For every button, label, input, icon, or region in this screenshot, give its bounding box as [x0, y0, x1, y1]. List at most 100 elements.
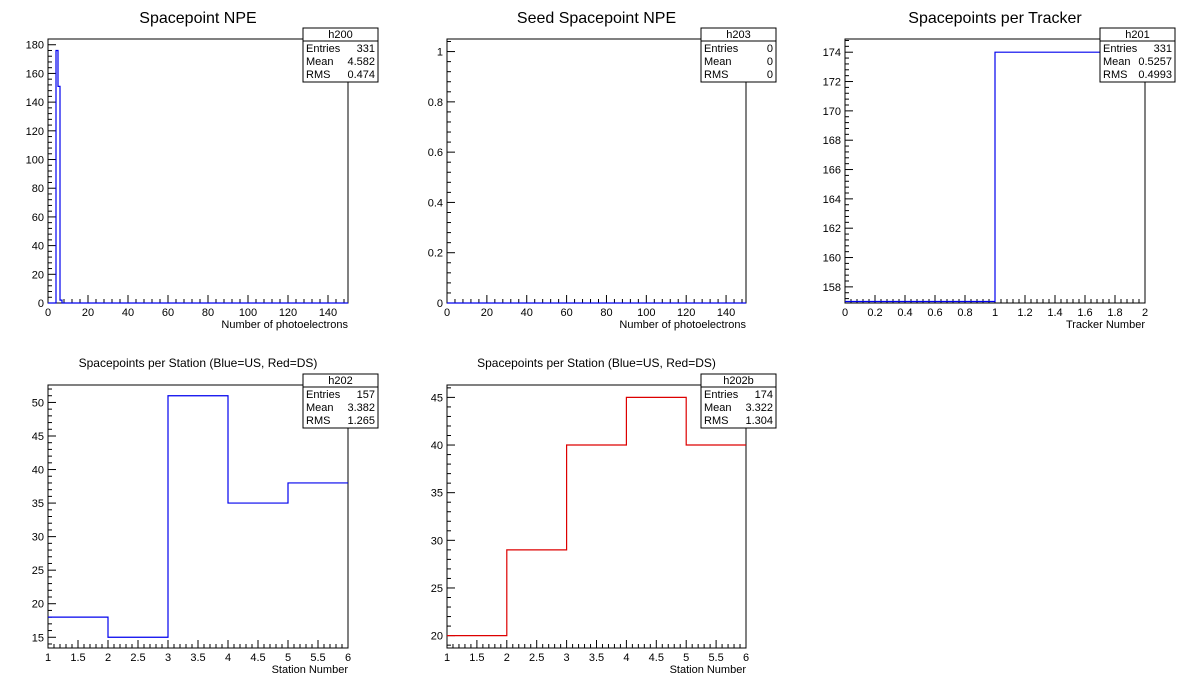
stats-box: h202 Entries 157 Mean 3.382 RMS 1.265	[302, 373, 379, 429]
stats-name: h201	[1125, 29, 1149, 41]
x-tick-label: 120	[677, 307, 695, 319]
stats-label-entries: Entries	[704, 43, 739, 55]
y-tick-label: 15	[32, 632, 44, 644]
x-tick-label: 1.5	[469, 652, 484, 664]
stats-name: h202	[328, 375, 352, 387]
chart-title: Spacepoint NPE	[139, 10, 256, 27]
y-tick-label: 162	[823, 223, 841, 235]
histogram-bin	[507, 550, 567, 648]
histogram-bin	[626, 397, 686, 648]
x-tick-label: 2.5	[529, 652, 544, 664]
histogram-bin	[48, 617, 108, 648]
y-tick-label: 140	[26, 97, 44, 109]
x-tick-label: 1.5	[70, 652, 85, 664]
stats-label-mean: Mean	[306, 56, 334, 68]
y-tick-label: 80	[32, 183, 44, 195]
y-tick-label: 20	[431, 631, 443, 643]
y-tick-label: 160	[26, 68, 44, 80]
y-tick-label: 0.8	[428, 97, 443, 109]
x-tick-label: 1.4	[1047, 307, 1062, 319]
stats-label-mean: Mean	[704, 402, 732, 414]
y-tick-label: 158	[823, 282, 841, 294]
histogram-bin	[168, 396, 228, 648]
histogram-bin	[447, 636, 507, 648]
y-tick-label: 120	[26, 126, 44, 138]
stats-label-rms: RMS	[306, 415, 330, 427]
x-tick-label: 60	[560, 307, 572, 319]
stats-name: h202b	[723, 375, 754, 387]
x-tick-label: 4	[623, 652, 629, 664]
stats-box: h201 Entries 331 Mean 0.5257 RMS 0.4993	[1099, 27, 1176, 83]
stats-value-entries: 174	[755, 389, 773, 401]
x-tick-label: 0.2	[867, 307, 882, 319]
y-tick-label: 0.4	[428, 197, 443, 209]
stats-label-rms: RMS	[704, 415, 728, 427]
stats-label-rms: RMS	[306, 69, 330, 81]
y-tick-label: 45	[32, 431, 44, 443]
x-tick-label: 5	[285, 652, 291, 664]
y-tick-label: 166	[823, 165, 841, 177]
y-tick-label: 170	[823, 106, 841, 118]
y-tick-label: 40	[32, 241, 44, 253]
y-tick-label: 20	[32, 599, 44, 611]
x-tick-label: 100	[239, 307, 257, 319]
chart-title: Spacepoints per Station (Blue=US, Red=DS…	[477, 356, 716, 370]
histogram-panel-spacepoints-per-station-us: Spacepoints per Station (Blue=US, Red=DS…	[32, 356, 379, 676]
stats-value-rms: 0.4993	[1138, 69, 1172, 81]
stats-label-mean: Mean	[1103, 56, 1131, 68]
x-tick-label: 2	[1142, 307, 1148, 319]
stats-value-entries: 331	[1154, 43, 1172, 55]
x-tick-label: 0	[45, 307, 51, 319]
x-tick-label: 3	[165, 652, 171, 664]
x-axis-label: Number of photoelectrons	[619, 319, 746, 331]
x-tick-label: 1	[45, 652, 51, 664]
histogram-line	[845, 51, 1145, 303]
x-tick-label: 4.5	[250, 652, 265, 664]
histogram-bin	[288, 483, 348, 648]
x-tick-label: 0.6	[927, 307, 942, 319]
x-tick-label: 6	[345, 652, 351, 664]
y-tick-label: 168	[823, 135, 841, 147]
y-tick-label: 1	[437, 47, 443, 59]
y-tick-label: 25	[431, 583, 443, 595]
stats-box-frame	[1099, 27, 1176, 83]
stats-box: h202b Entries 174 Mean 3.322 RMS 1.304	[700, 373, 777, 429]
x-tick-label: 2.5	[130, 652, 145, 664]
x-tick-label: 3.5	[589, 652, 604, 664]
stats-value-mean: 3.322	[745, 402, 773, 414]
stats-value-entries: 0	[767, 43, 773, 55]
x-tick-label: 20	[481, 307, 493, 319]
stats-value-rms: 1.265	[347, 415, 375, 427]
y-tick-label: 100	[26, 155, 44, 167]
histogram-panel-spacepoint-npe: Spacepoint NPE 0 20 40 60 80 100 120 140 0 20 40 60 8…	[26, 10, 379, 331]
stats-label-rms: RMS	[704, 69, 728, 81]
x-tick-label: 5	[683, 652, 689, 664]
stats-box: h203 Entries 0 Mean 0 RMS 0	[700, 27, 777, 83]
x-tick-label: 140	[717, 307, 735, 319]
stats-box: h200 Entries 331 Mean 4.582 RMS 0.474	[302, 27, 379, 83]
histogram-bin	[567, 445, 627, 648]
x-tick-label: 4.5	[649, 652, 664, 664]
x-tick-label: 5.5	[708, 652, 723, 664]
x-tick-label: 60	[162, 307, 174, 319]
x-tick-label: 140	[319, 307, 337, 319]
stats-value-mean: 3.382	[347, 402, 375, 414]
stats-name: h200	[328, 29, 352, 41]
histogram-bin	[845, 302, 995, 303]
x-tick-label: 0.8	[957, 307, 972, 319]
stats-label-entries: Entries	[704, 389, 739, 401]
histogram-line	[48, 395, 348, 638]
histogram-bin	[60, 300, 62, 303]
x-tick-label: 4	[225, 652, 231, 664]
stats-name: h203	[726, 29, 750, 41]
stats-value-mean: 0	[767, 56, 773, 68]
stats-value-rms: 1.304	[745, 415, 773, 427]
histogram-bin	[58, 86, 60, 303]
y-tick-label: 25	[32, 565, 44, 577]
y-tick-label: 60	[32, 212, 44, 224]
stats-label-mean: Mean	[704, 56, 732, 68]
x-tick-label: 1	[444, 652, 450, 664]
x-tick-label: 1	[992, 307, 998, 319]
x-axis-label: Station Number	[670, 664, 747, 676]
